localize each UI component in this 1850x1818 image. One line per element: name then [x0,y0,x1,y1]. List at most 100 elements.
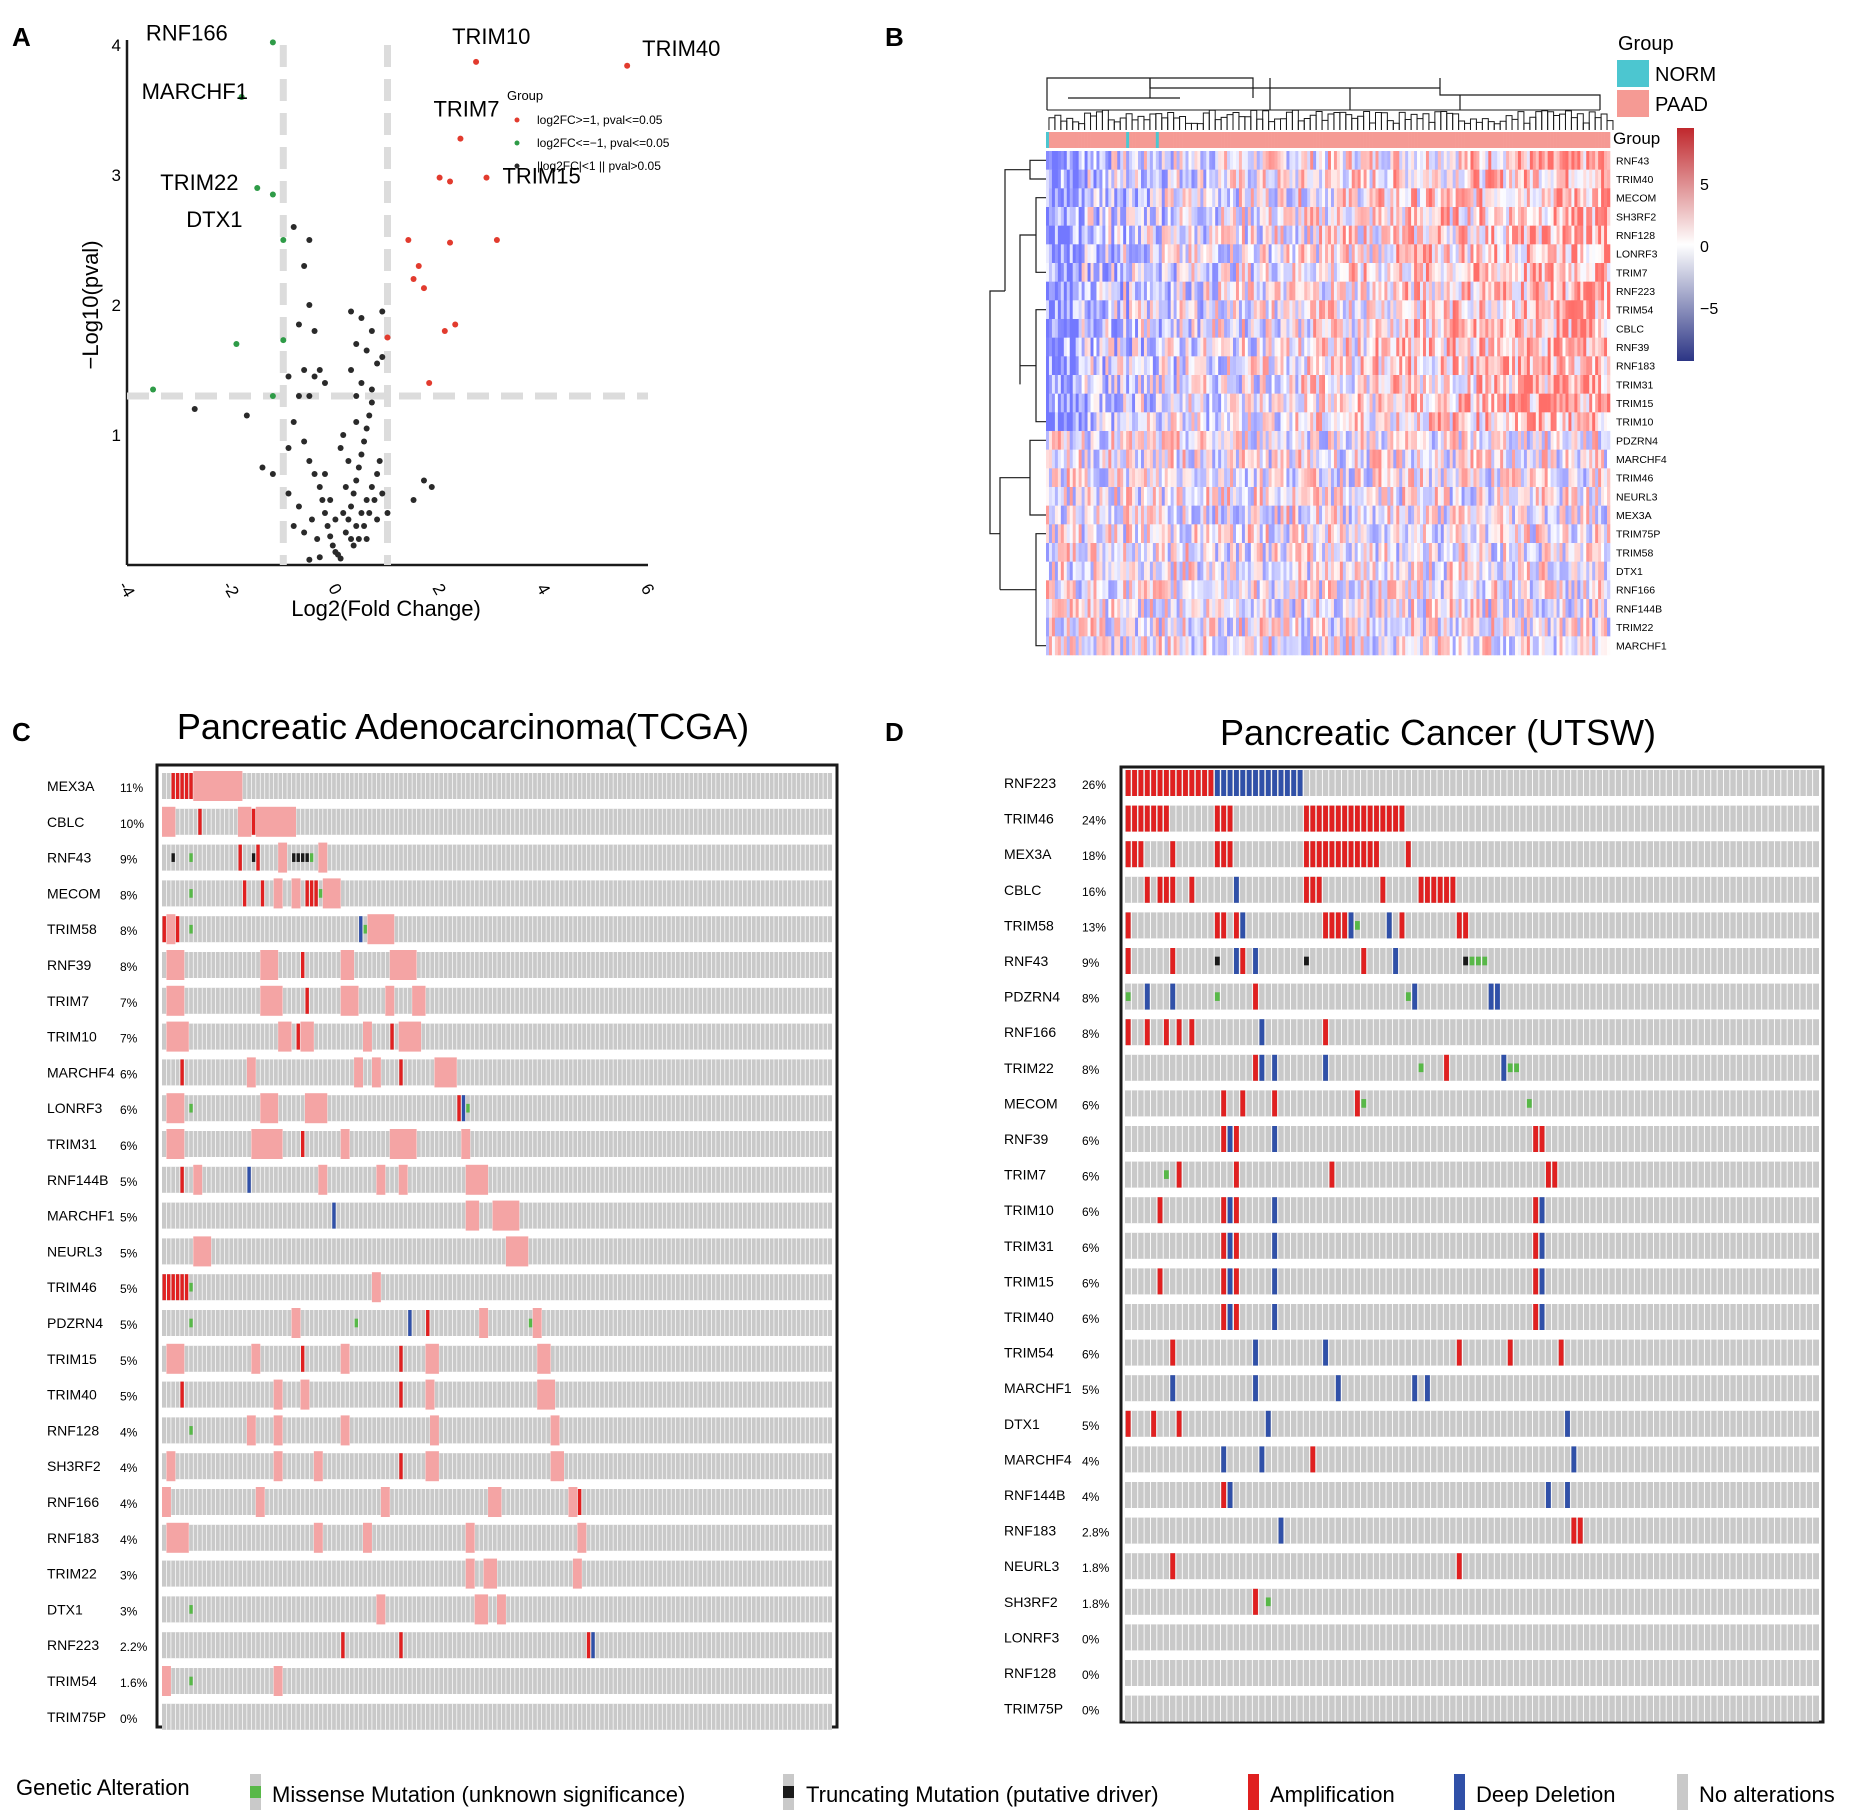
heatmap-cell [1256,151,1261,170]
heatmap-cell [1140,487,1145,506]
heatmap-cell [1422,337,1427,357]
heatmap-cell [1366,412,1370,432]
heatmap-cell [1185,543,1189,562]
heatmap-cell [1215,263,1219,282]
heatmap-cell [1491,524,1495,544]
heatmap-cell [1164,543,1169,562]
heatmap-cell [1497,244,1501,264]
heatmap-cell [1277,225,1281,245]
heatmap-cell [1102,375,1106,394]
heatmap-cell [1556,207,1560,226]
heatmap-cell [1515,263,1519,282]
heatmap-cell [1589,543,1593,562]
heatmap-cell [1520,431,1525,450]
heatmap-cell [1084,561,1088,581]
heatmap-cell [1066,561,1071,581]
heatmap-cell [1417,524,1421,544]
heatmap-cell [1295,225,1299,245]
heatmap-cell [1325,431,1329,450]
heatmap-cell [1268,375,1272,394]
column-dendrogram-branch [1309,114,1317,130]
heatmap-cell [1209,580,1213,600]
group-bar-cell [1051,132,1056,148]
volcano-point-down [269,191,276,198]
heatmap-cell [1117,580,1121,600]
group-bar-cell [1158,132,1163,148]
heatmap-cell [1230,319,1234,338]
heatmap-cell [1081,300,1085,320]
heatmap-cell [1316,487,1320,506]
heatmap-cell [1075,356,1079,376]
heatmap-cell [1280,169,1284,189]
heatmap-cell [1500,300,1504,320]
heatmap-cell [1494,580,1498,600]
heatmap-cell [1529,543,1534,562]
heatmap-cell [1241,188,1246,208]
heatmap-cell [1479,281,1483,301]
heatmap-cell [1224,244,1228,264]
heatmap-cell [1583,505,1587,525]
heatmap-cell [1241,319,1246,338]
heatmap-cell [1535,468,1540,488]
heatmap-cell [1562,263,1566,282]
heatmap-cell [1241,263,1246,282]
heatmap-cell [1443,319,1448,338]
heatmap-cell [1342,319,1347,338]
heatmap-cell [1126,487,1130,506]
heatmap-cell [1292,375,1296,394]
heatmap-cell [1538,505,1543,525]
heatmap-cell [1577,356,1581,376]
heatmap-cell [1601,337,1605,357]
heatmap-cell [1129,337,1133,357]
heatmap-cell [1348,263,1353,282]
heatmap-cell [1348,281,1353,301]
heatmap-cell [1301,393,1305,413]
heatmap-cell [1452,151,1456,170]
heatmap-cell [1075,188,1079,208]
heatmap-cell [1277,468,1281,488]
heatmap-cell [1571,356,1575,376]
heatmap-cell [1381,487,1385,506]
heatmap-cell [1351,169,1356,189]
heatmap-cell [1500,487,1504,506]
heatmap-cell [1464,169,1468,189]
heatmap-cell [1203,263,1207,282]
heatmap-cell [1268,188,1272,208]
heatmap-cell [1075,337,1079,357]
heatmap-cell [1120,300,1124,320]
heatmap-cell [1381,524,1385,544]
group-bar-cell [1598,132,1602,148]
heatmap-cell [1241,169,1246,189]
column-dendrogram-branch [1303,117,1311,130]
heatmap-cell [1399,225,1403,245]
heatmap-cell [1387,543,1391,562]
heatmap-cell [1461,225,1465,245]
heatmap-cell [1221,356,1225,376]
heatmap-cell [1452,188,1456,208]
heatmap-cell [1096,281,1100,301]
heatmap-cell [1396,412,1400,432]
heatmap-cell [1526,169,1531,189]
heatmap-cell [1351,244,1356,264]
heatmap-cell [1295,412,1299,432]
heatmap-cell [1108,263,1112,282]
heatmap-cell [1369,580,1373,600]
heatmap-cell [1319,151,1323,170]
heatmap-cell [1565,263,1569,282]
heatmap-cell [1078,337,1082,357]
heatmap-cell [1586,207,1590,226]
heatmap-cell [1221,188,1225,208]
group-bar-cell [1461,132,1465,148]
heatmap-cell [1541,169,1545,189]
heatmap-cell [1476,244,1480,264]
heatmap-cell [1182,225,1186,245]
heatmap-cell [1108,244,1112,264]
heatmap-cell [1461,412,1465,432]
heatmap-cell [1393,356,1397,376]
heatmap-cell [1051,505,1056,525]
heatmap-cell [1238,337,1243,357]
volcano-point-ns [379,490,386,497]
heatmap-cell [1120,151,1124,170]
heatmap-cell [1506,487,1510,506]
heatmap-cell [1090,188,1094,208]
